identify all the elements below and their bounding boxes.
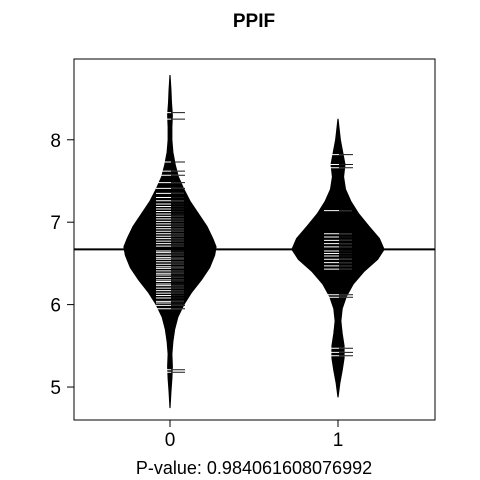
bean-1 — [291, 118, 385, 398]
bean-density-1 — [291, 118, 385, 398]
y-tick-label: 6 — [50, 296, 61, 317]
x-tick-label: 0 — [165, 430, 176, 451]
y-tick-label: 5 — [50, 378, 61, 399]
x-axis-label: P-value: 0.984061608076992 — [136, 458, 372, 478]
bean-0 — [123, 74, 217, 409]
plot-frame — [73, 58, 436, 421]
y-tick-label: 7 — [50, 213, 61, 234]
y-tick-label: 8 — [50, 131, 61, 152]
beans-layer — [123, 74, 385, 409]
y-axis: 5 6 7 8 — [50, 131, 74, 399]
chart-title: PPIF — [233, 11, 275, 32]
x-tick-label: 1 — [333, 430, 344, 451]
